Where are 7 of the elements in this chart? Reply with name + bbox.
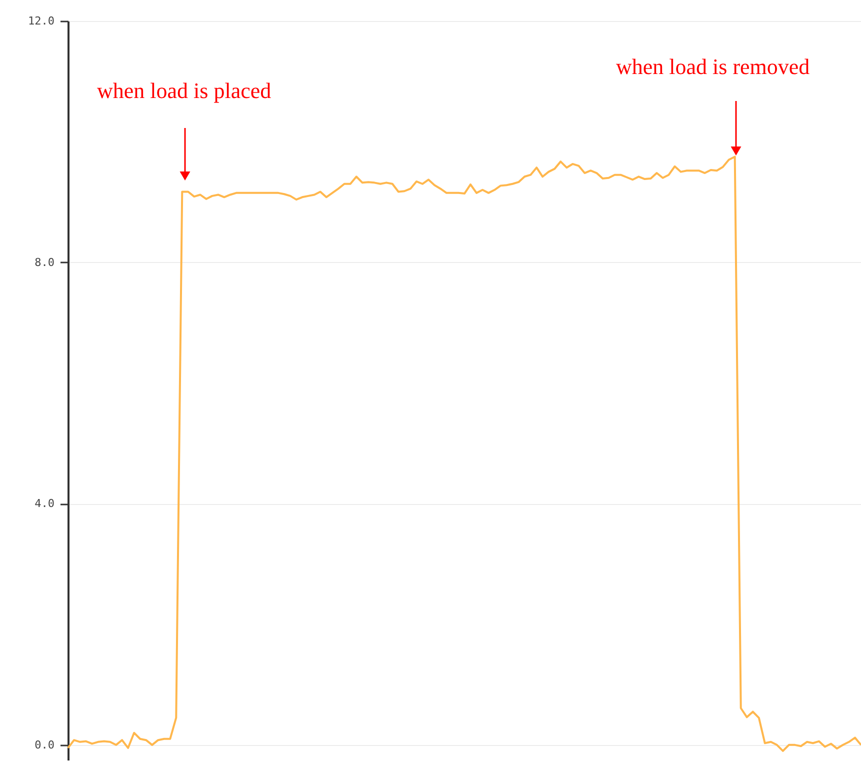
- line-series: [67, 156, 861, 752]
- annotation: when load is removed: [616, 54, 810, 79]
- y-tick-label: 8.0: [34, 256, 54, 269]
- y-tick-label: 12.0: [28, 14, 54, 28]
- y-tick-label: 4.0: [34, 497, 54, 510]
- annotation: when load is placed: [97, 78, 272, 103]
- y-tick-label: 0.0: [34, 738, 54, 752]
